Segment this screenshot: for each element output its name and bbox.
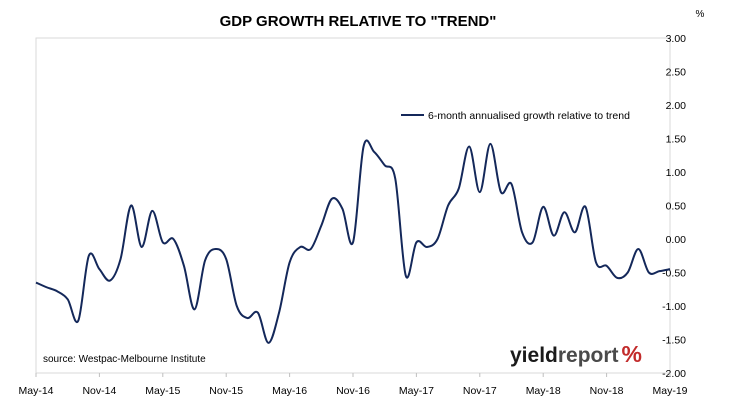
y-tick-label: 0.00 bbox=[666, 234, 687, 246]
data-point bbox=[172, 238, 174, 240]
data-point bbox=[310, 248, 312, 250]
x-tick-label: Nov-15 bbox=[209, 385, 243, 397]
y-tick-label: 3.00 bbox=[666, 33, 687, 45]
data-point bbox=[405, 275, 407, 277]
data-point bbox=[500, 191, 502, 193]
y-axis: 3.002.502.001.501.000.500.00-0.50-1.00-1… bbox=[662, 33, 686, 380]
data-point bbox=[542, 206, 544, 208]
x-tick-label: Nov-16 bbox=[336, 385, 370, 397]
data-point bbox=[595, 261, 597, 263]
y-tick-label: 1.50 bbox=[666, 134, 687, 146]
data-point bbox=[553, 235, 555, 237]
data-point bbox=[363, 146, 365, 148]
source-note: source: Westpac-Melbourne Institute bbox=[43, 354, 206, 365]
y-unit-label: % bbox=[696, 9, 705, 20]
x-axis: May-14 Nov-14 May-15 Nov-15 May-16 Nov-16 May-… bbox=[18, 373, 688, 397]
data-point bbox=[384, 164, 386, 166]
data-point bbox=[141, 246, 143, 248]
data-point bbox=[109, 280, 111, 282]
data-point bbox=[98, 268, 100, 270]
data-point bbox=[215, 248, 217, 250]
data-point bbox=[658, 270, 660, 272]
data-point bbox=[130, 205, 132, 207]
data-point bbox=[627, 272, 629, 274]
x-tick-label: May-19 bbox=[652, 385, 687, 397]
data-point bbox=[67, 298, 69, 300]
data-point bbox=[35, 282, 37, 284]
data-point bbox=[352, 241, 354, 243]
legend: 6-month annualised growth relative to tr… bbox=[401, 110, 630, 122]
y-tick-label: -2.00 bbox=[662, 368, 686, 380]
data-point bbox=[236, 305, 238, 307]
data-point bbox=[468, 146, 470, 148]
x-tick-label: May-17 bbox=[399, 385, 434, 397]
data-point bbox=[267, 342, 269, 344]
data-point bbox=[532, 241, 534, 243]
x-tick-label: May-14 bbox=[18, 385, 53, 397]
data-point bbox=[120, 258, 122, 260]
data-point bbox=[257, 312, 259, 314]
data-point bbox=[669, 268, 671, 270]
data-point bbox=[458, 188, 460, 190]
data-point bbox=[46, 286, 48, 288]
data-point bbox=[204, 259, 206, 261]
data-point bbox=[299, 246, 301, 248]
data-point bbox=[320, 225, 322, 227]
data-point bbox=[278, 312, 280, 314]
x-tick-label: Nov-17 bbox=[463, 385, 497, 397]
y-tick-label: -1.00 bbox=[662, 301, 686, 313]
data-point bbox=[151, 210, 153, 212]
data-point bbox=[616, 277, 618, 279]
data-point bbox=[194, 308, 196, 310]
data-point bbox=[394, 178, 396, 180]
data-point bbox=[225, 258, 227, 260]
data-point bbox=[447, 205, 449, 207]
series-line bbox=[35, 139, 671, 344]
data-point bbox=[331, 198, 333, 200]
y-tick-label: 0.50 bbox=[666, 201, 687, 213]
data-point bbox=[511, 183, 513, 185]
data-point bbox=[56, 290, 58, 292]
data-point bbox=[162, 241, 164, 243]
data-point bbox=[648, 272, 650, 274]
y-tick-label: 1.00 bbox=[666, 167, 687, 179]
data-point bbox=[341, 208, 343, 210]
series-layer bbox=[35, 139, 671, 344]
x-tick-label: Nov-18 bbox=[590, 385, 624, 397]
x-tick-label: May-15 bbox=[145, 385, 180, 397]
chart-title: GDP GROWTH RELATIVE TO "TREND" bbox=[220, 13, 497, 30]
x-tick-label: May-16 bbox=[272, 385, 307, 397]
data-point bbox=[489, 143, 491, 145]
data-point bbox=[606, 265, 608, 267]
data-point bbox=[426, 246, 428, 248]
data-point bbox=[563, 211, 565, 213]
data-point bbox=[88, 255, 90, 257]
x-tick-label: May-18 bbox=[526, 385, 561, 397]
data-point bbox=[373, 151, 375, 153]
data-point bbox=[77, 320, 79, 322]
data-point bbox=[637, 248, 639, 250]
data-point bbox=[574, 231, 576, 233]
data-point bbox=[521, 231, 523, 233]
data-point bbox=[183, 265, 185, 267]
data-point bbox=[415, 241, 417, 243]
logo-wordmark: yieldreport% bbox=[510, 341, 642, 367]
y-tick-label: 2.00 bbox=[666, 100, 687, 112]
y-tick-label: 2.50 bbox=[666, 67, 687, 79]
y-tick-label: -1.50 bbox=[662, 335, 686, 347]
data-point bbox=[289, 261, 291, 263]
data-point bbox=[584, 206, 586, 208]
x-tick-label: Nov-14 bbox=[82, 385, 116, 397]
yieldreport-logo: yieldreport% bbox=[510, 341, 642, 367]
data-point bbox=[479, 191, 481, 193]
data-point bbox=[246, 317, 248, 319]
legend-label: 6-month annualised growth relative to tr… bbox=[428, 110, 630, 122]
data-point bbox=[437, 238, 439, 240]
